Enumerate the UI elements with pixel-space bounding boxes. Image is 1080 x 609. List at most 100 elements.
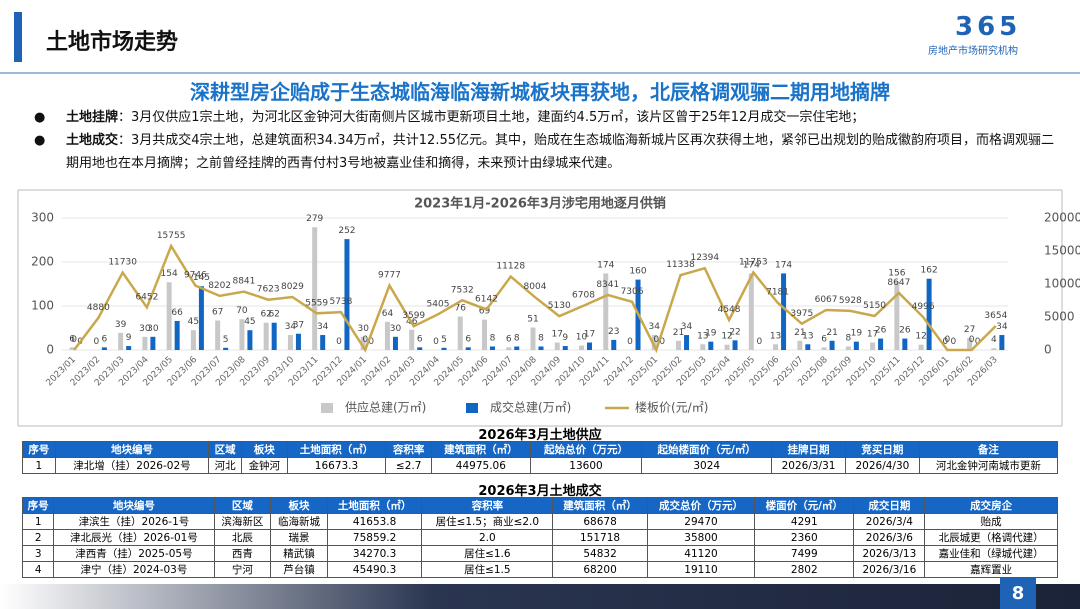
chart-title: 2023年1月-2026年3月涉宅用地逐月供销 xyxy=(414,196,666,212)
table-title: 2026年3月土地供应 xyxy=(478,428,602,443)
cell: 嘉辉置业 xyxy=(924,561,1058,578)
cell: 2026/3/16 xyxy=(853,561,926,578)
data-label: 21 xyxy=(794,328,805,338)
bar xyxy=(384,321,390,350)
cell: 54832 xyxy=(552,545,648,562)
cell: 41120 xyxy=(646,545,756,562)
cell: 北辰 xyxy=(213,529,272,546)
cell: 津北辰光（挂）2026-01号 xyxy=(53,529,215,546)
cell: 3024 xyxy=(641,457,773,474)
cell: 河北 xyxy=(208,457,242,474)
data-label: 17 xyxy=(584,330,595,340)
bar xyxy=(150,336,156,350)
data-label: 0 xyxy=(362,335,368,345)
legend-swatch xyxy=(321,403,333,413)
data-label: 0 xyxy=(969,335,975,345)
legend-label: 供应总建(万㎡) xyxy=(345,400,426,415)
cell: 2026/3/6 xyxy=(853,529,926,546)
bar xyxy=(845,346,851,350)
bar xyxy=(247,330,253,350)
cell: 4 xyxy=(21,561,55,578)
data-label: 3654 xyxy=(984,311,1007,321)
data-label: 0 xyxy=(944,335,950,345)
logo-number: 365 xyxy=(955,12,1022,42)
legend-swatch xyxy=(466,403,478,413)
bar xyxy=(360,336,366,350)
data-label: 66 xyxy=(171,308,183,318)
bar xyxy=(344,239,350,350)
column-header: 建筑面积（㎡） xyxy=(552,497,648,514)
column-header: 建筑面积（㎡） xyxy=(431,441,531,458)
data-label: 5 xyxy=(441,335,447,345)
bar xyxy=(684,335,690,350)
data-label: 51 xyxy=(527,315,538,325)
bar xyxy=(320,335,326,350)
data-label: 4 xyxy=(991,335,997,345)
data-label: 174 xyxy=(775,260,792,270)
table-title: 2026年3月土地成交 xyxy=(478,484,602,499)
data-label: 8029 xyxy=(281,282,304,292)
bar xyxy=(918,344,924,350)
bar xyxy=(967,338,973,350)
column-header: 挂牌日期 xyxy=(771,441,846,458)
data-label: 6 xyxy=(69,334,75,344)
cell: 151718 xyxy=(552,529,648,546)
data-label: 7306 xyxy=(621,287,644,297)
data-label: 27 xyxy=(964,325,975,335)
bar xyxy=(489,346,495,350)
data-label: 22 xyxy=(729,327,740,337)
data-label: 4548 xyxy=(718,305,741,315)
y-tick-label: 300 xyxy=(31,211,54,225)
data-label: 0 xyxy=(942,337,948,347)
cell: 嘉业佳和（绿城代建） xyxy=(924,545,1058,562)
data-label: 0 xyxy=(627,337,633,347)
data-label: 9777 xyxy=(378,270,401,280)
data-label: 12394 xyxy=(690,253,719,263)
data-label: 4996 xyxy=(912,302,935,312)
data-label: 21 xyxy=(826,328,837,338)
data-label: 6 xyxy=(506,334,512,344)
bar xyxy=(287,335,293,350)
data-label: 67 xyxy=(212,308,223,318)
data-label: 8 xyxy=(845,333,851,343)
cell: 7499 xyxy=(754,545,855,562)
bar xyxy=(215,320,221,350)
bar xyxy=(676,340,682,350)
data-label: 9 xyxy=(562,333,568,343)
cell: 2026/3/4 xyxy=(853,513,926,530)
cell: 芦台镇 xyxy=(270,561,328,578)
data-label: 0 xyxy=(71,335,77,345)
data-label: 15755 xyxy=(157,231,186,241)
data-label: 19 xyxy=(705,329,717,339)
data-label: 11128 xyxy=(496,262,525,272)
data-label: 19 xyxy=(851,329,863,339)
bullet: ● 土地挂牌：3月仅供应1宗土地，为河北区金钟河大街南侧片区城市更新项目土地，建面… xyxy=(34,110,865,125)
footer-bar xyxy=(0,584,1080,609)
legend-label: 成交总建(万㎡) xyxy=(490,400,571,415)
data-label: 9 xyxy=(126,333,132,343)
data-label: 11730 xyxy=(108,258,137,268)
bar xyxy=(417,347,423,350)
row: 2 津北辰光（挂）2026-01号 北辰 瑞景 75859.2 2.0 151718 3580… xyxy=(21,529,1058,546)
cell: 2802 xyxy=(754,561,855,578)
data-label: 5928 xyxy=(839,296,862,306)
data-label: 174 xyxy=(743,260,760,270)
data-label: 5738 xyxy=(329,297,352,307)
cell: 北辰城更（格调代建） xyxy=(924,529,1058,546)
column-header: 序号 xyxy=(22,441,56,458)
cell: 居住≤1.5 xyxy=(421,561,554,578)
data-label: 7623 xyxy=(257,285,280,295)
data-label: 0 xyxy=(336,337,342,347)
bar xyxy=(991,348,997,350)
cell: 13600 xyxy=(529,457,643,474)
bar xyxy=(651,335,657,350)
column-header: 起始总价（万元） xyxy=(529,441,643,458)
chart-frame xyxy=(17,189,1063,427)
data-label: 8 xyxy=(490,333,496,343)
data-label: 64 xyxy=(382,309,394,319)
bullet-text: ：3月仅供应1宗土地，为河北区金钟河大街南侧片区城市更新项目土地，建面约4.5万… xyxy=(118,110,865,125)
data-label: 70 xyxy=(236,306,248,316)
bar xyxy=(587,342,593,350)
bar xyxy=(562,346,568,350)
